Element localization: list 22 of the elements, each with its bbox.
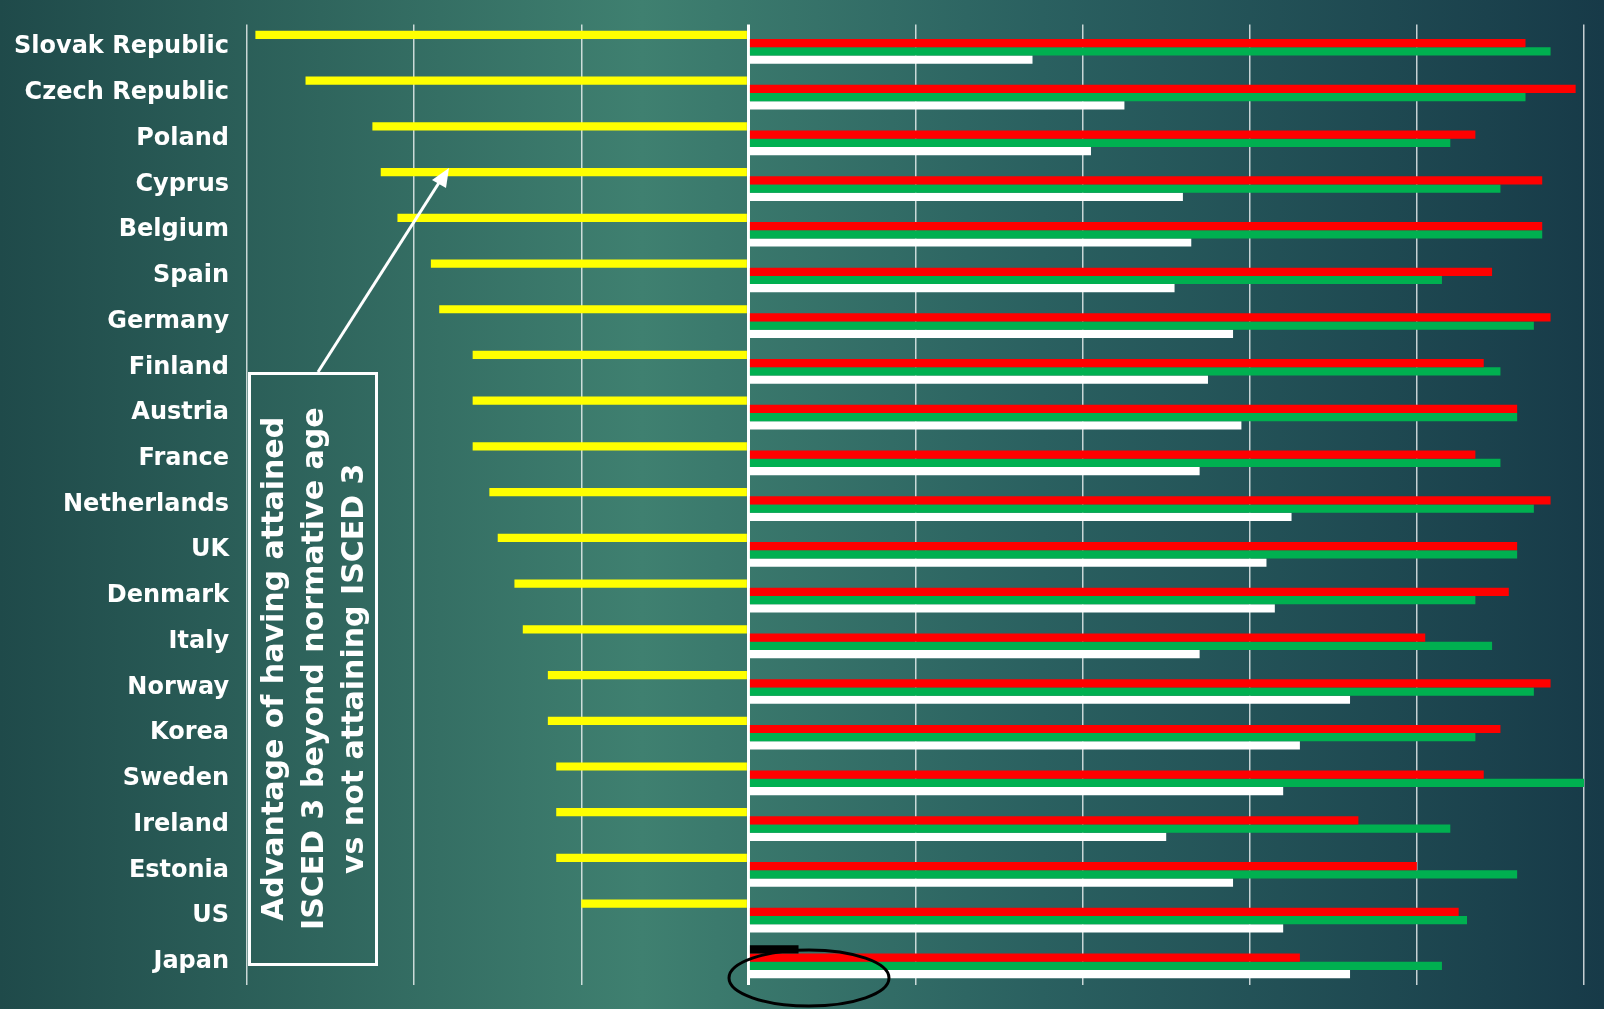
y-tick-label: Slovak Republic <box>13 31 230 60</box>
y-tick-label: Czech Republic <box>24 77 230 106</box>
y-tick-label: Finland <box>128 351 230 380</box>
y-tick-label: Cyprus <box>135 168 230 197</box>
y-tick-label: Netherlands <box>63 488 230 517</box>
y-tick-label: Austria <box>131 397 230 426</box>
y-tick-label: US <box>192 900 230 929</box>
y-tick-label: Estonia <box>128 854 230 883</box>
y-tick-label: Germany <box>107 305 230 334</box>
y-tick-label: Spain <box>153 260 230 289</box>
y-tick-label: Norway <box>127 671 230 700</box>
y-tick-label: Japan <box>151 945 230 974</box>
y-tick-label: UK <box>190 534 231 563</box>
y-tick-label: France <box>138 443 230 472</box>
annotation: Advantage of having attained ISCED 3 beyond normative age vs not attaining ISCED 3 <box>254 406 371 933</box>
y-tick-label: Poland <box>136 122 230 151</box>
y-tick-label: Italy <box>168 625 230 654</box>
y-tick-label: Korea <box>150 717 230 746</box>
y-tick-label: Sweden <box>122 763 230 792</box>
y-tick-label: Denmark <box>106 580 231 609</box>
y-tick-label: Ireland <box>133 808 230 837</box>
y-tick-label: Belgium <box>118 214 230 243</box>
